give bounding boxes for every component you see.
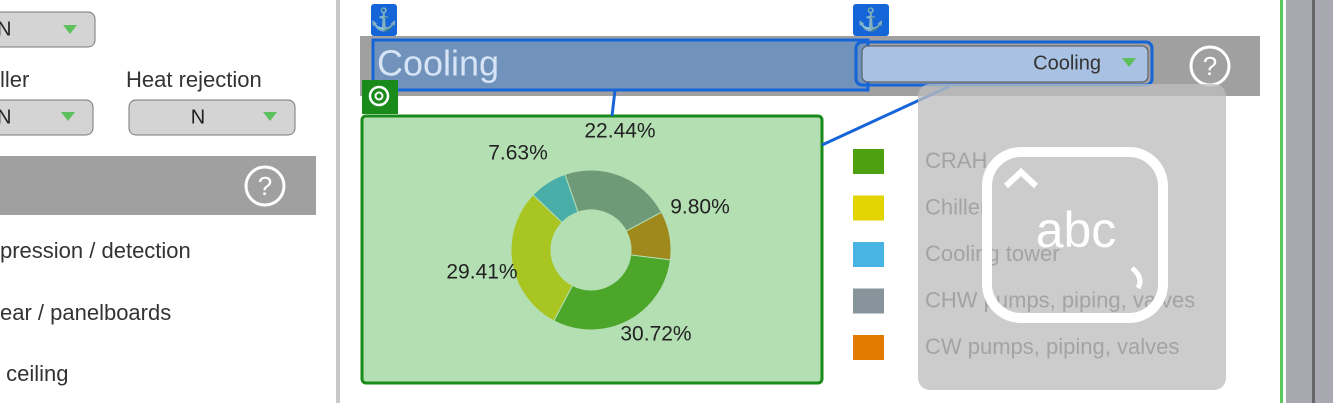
smile [1130, 266, 1143, 290]
list-item[interactable]: ear / panelboards [0, 300, 171, 325]
edge-line [1280, 0, 1283, 403]
list-item[interactable]: pression / detection [0, 238, 191, 263]
dropdown-arrow [263, 112, 277, 121]
legend-swatch [853, 149, 884, 174]
dropdown-arrow [63, 25, 77, 34]
chart-box[interactable] [360, 114, 824, 385]
donut-segment [532, 173, 579, 224]
anchor-icon[interactable] [371, 4, 397, 36]
dropdown-arrow [1122, 58, 1136, 67]
select-box[interactable] [0, 99, 94, 136]
scrollbar [1286, 0, 1333, 403]
data-label: 29.41% [446, 261, 517, 284]
select-value: N [191, 106, 205, 128]
legend-swatch [853, 288, 884, 314]
title-selection[interactable] [371, 38, 870, 92]
legend-swatch [853, 242, 884, 267]
field-label: ller [0, 67, 29, 92]
dropdown-arrow [61, 112, 75, 121]
dropdown-value: Cooling [1033, 52, 1101, 74]
donut-segment [510, 194, 574, 322]
icon-text: abc [1036, 202, 1117, 258]
legend-swatch [853, 195, 884, 221]
keyboard-icon [982, 147, 1168, 323]
divider [336, 0, 340, 403]
data-label: 7.63% [488, 142, 548, 165]
select-value: N [0, 18, 11, 40]
cooling-title: Cooling [377, 43, 499, 84]
target-ring [368, 85, 390, 107]
donut-chart: 22.44% 9.80% 30.72% 29.41% 7.63% [446, 120, 729, 346]
anchor-icon[interactable] [853, 4, 889, 36]
legend-swatch [853, 335, 884, 360]
help-icon[interactable] [244, 165, 286, 207]
field-label: Heat rejection [126, 67, 262, 92]
data-label: 22.44% [584, 120, 655, 143]
select-box[interactable] [0, 11, 96, 48]
caret [1003, 167, 1039, 189]
target-icon[interactable] [362, 80, 398, 114]
list-item[interactable]: ceiling [0, 361, 68, 386]
scrollbar-line [1312, 0, 1315, 403]
target-ring [374, 91, 384, 101]
data-label: 30.72% [620, 323, 691, 346]
connector [610, 89, 617, 117]
help-mark: ? [258, 171, 272, 201]
donut-segment [564, 169, 663, 232]
select-value: N [0, 106, 11, 128]
dropdown[interactable] [861, 45, 1149, 83]
help-mark: ? [1203, 51, 1217, 81]
data-label: 9.80% [670, 196, 730, 219]
anchor-glyph: ⚓ [857, 7, 884, 32]
select-box[interactable] [128, 99, 296, 136]
anchor-glyph: ⚓ [370, 7, 397, 32]
donut-segment [553, 254, 671, 331]
